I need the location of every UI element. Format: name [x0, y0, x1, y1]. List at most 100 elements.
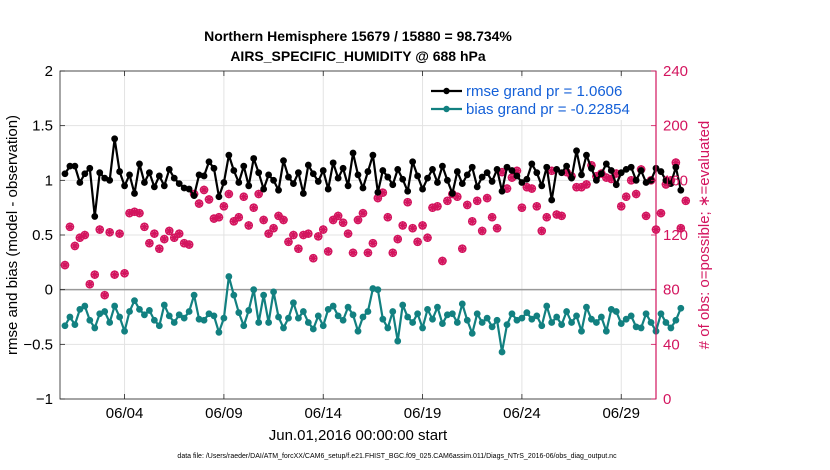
rmse-point-104 [578, 171, 585, 179]
rmse-point-110 [607, 167, 615, 174]
bias-point-54 [329, 302, 337, 310]
obs-evaluated-point-0 [60, 260, 70, 270]
obs-evaluated-point-83 [473, 196, 482, 206]
obs-evaluated-point-27 [194, 199, 204, 208]
bias-point-26 [190, 291, 198, 299]
obs-evaluated-point-95 [532, 202, 541, 211]
y-tick-label-right-2: 80 [663, 282, 680, 299]
rmse-point-4 [81, 170, 89, 178]
bias-point-87 [493, 316, 501, 324]
y-tick-label-right-1: 40 [663, 336, 680, 353]
bias-point-30 [210, 312, 218, 320]
bias-point-8 [101, 308, 109, 315]
bias-point-5 [86, 316, 94, 324]
bias-point-18 [150, 316, 158, 324]
rmse-point-46 [290, 180, 297, 188]
rmse-point-26 [190, 192, 198, 200]
bias-point-112 [617, 320, 625, 327]
bias-point-103 [573, 312, 580, 320]
bias-point-108 [597, 313, 605, 321]
obs-evaluated-point-52 [319, 225, 328, 234]
bias-point-13 [126, 308, 133, 315]
rmse-point-57 [344, 182, 352, 190]
y-axis-label-left: rmse and bias (model - observation) [4, 115, 21, 355]
bias-point-40 [260, 291, 268, 299]
obs-evaluated-point-73 [423, 233, 432, 242]
bias-point-73 [424, 305, 431, 313]
obs-evaluated-point-112 [617, 202, 626, 211]
obs-evaluated-point-32 [219, 202, 229, 211]
rmse-point-7 [96, 169, 104, 177]
bias-point-33 [225, 273, 233, 280]
y-tick-label-right-4: 160 [663, 172, 688, 189]
bias-point-105 [583, 303, 590, 311]
rmse-point-63 [374, 188, 382, 196]
rmse-point-39 [255, 169, 263, 177]
bias-point-114 [627, 312, 635, 320]
bias-point-51 [314, 312, 322, 320]
obs-evaluated-point-44 [279, 215, 288, 225]
y-tick-label-right-6: 240 [663, 63, 688, 80]
rmse-point-25 [185, 185, 193, 193]
rmse-point-85 [483, 169, 491, 177]
obs-evaluated-point-46 [289, 230, 298, 240]
bias-point-23 [175, 311, 183, 319]
rmse-point-17 [145, 169, 153, 177]
rmse-point-47 [294, 169, 302, 177]
bias-point-34 [230, 291, 238, 299]
rmse-point-6 [91, 213, 99, 220]
rmse-point-106 [588, 164, 595, 172]
bias-point-41 [265, 319, 272, 326]
rmse-point-66 [389, 181, 397, 189]
obs-evaluated-point-5 [85, 280, 94, 289]
legend-box [426, 78, 652, 120]
rmse-point-15 [136, 160, 143, 168]
bias-point-42 [270, 288, 277, 296]
y-axis-label-right: # of obs: o=possible; ∗=evaluated [696, 121, 713, 350]
obs-evaluated-point-45 [284, 237, 293, 247]
rmse-point-115 [632, 176, 640, 184]
obs-evaluated-point-4 [80, 230, 90, 240]
bias-point-78 [448, 310, 456, 318]
bias-point-94 [528, 315, 536, 323]
bias-point-38 [250, 286, 258, 294]
obs-evaluated-point-56 [338, 218, 348, 227]
rmse-point-22 [170, 174, 178, 182]
rmse-point-97 [543, 163, 551, 171]
obs-evaluated-point-35 [234, 213, 243, 222]
bias-point-70 [409, 319, 417, 326]
bias-point-57 [344, 303, 352, 311]
bias-point-121 [662, 319, 670, 326]
obs-evaluated-point-23 [175, 229, 184, 238]
x-tick-label-2: 06/14 [304, 405, 342, 422]
rmse-series [61, 135, 685, 220]
obs-evaluated-point-68 [398, 221, 407, 230]
bias-point-89 [503, 321, 511, 329]
rmse-point-14 [131, 190, 138, 197]
bias-point-59 [354, 327, 362, 335]
obs-evaluated-point-31 [214, 213, 224, 222]
obs-evaluated-point-42 [269, 223, 278, 233]
bias-point-92 [518, 314, 526, 322]
legend-marks [431, 87, 462, 113]
rmse-point-99 [553, 165, 561, 173]
bias-point-72 [419, 324, 426, 332]
bias-point-96 [538, 322, 546, 330]
obs-evaluated-point-1 [65, 222, 75, 231]
rmse-point-61 [364, 168, 372, 175]
obs-evaluated-point-18 [150, 229, 159, 238]
obs-evaluated-point-113 [622, 192, 631, 201]
bias-point-100 [558, 321, 566, 329]
obs-evaluated-point-28 [199, 185, 209, 195]
x-tick-label-4: 06/24 [503, 405, 541, 422]
rmse-point-0 [61, 170, 69, 178]
rmse-point-123 [672, 163, 680, 171]
rmse-point-124 [677, 186, 685, 194]
rmse-point-51 [314, 178, 322, 185]
rmse-point-101 [563, 162, 570, 170]
bias-point-113 [622, 315, 630, 323]
obs-evaluated-point-59 [353, 215, 363, 225]
bias-point-35 [235, 309, 243, 317]
obs-evaluated-point-67 [393, 234, 402, 244]
bias-point-67 [394, 337, 402, 345]
